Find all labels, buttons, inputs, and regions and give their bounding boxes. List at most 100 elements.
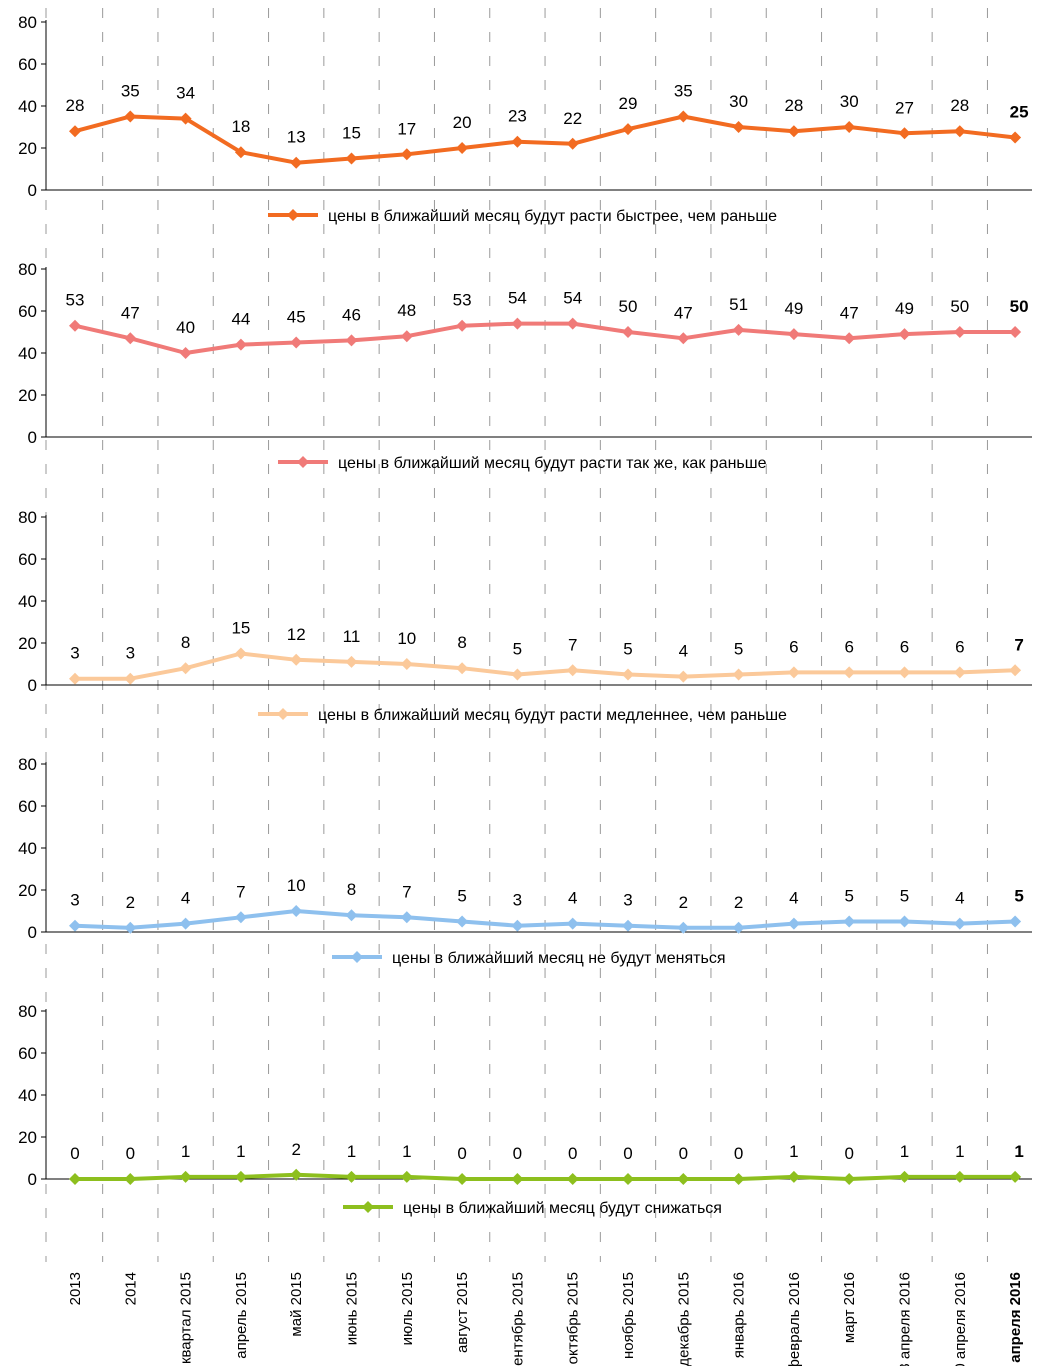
data-label: 28 <box>784 96 803 115</box>
data-point <box>69 1173 81 1185</box>
data-point <box>732 921 745 934</box>
data-label: 3 <box>126 644 135 663</box>
legend-swatch-marker <box>351 951 363 963</box>
data-label: 7 <box>1014 635 1023 654</box>
data-label: 6 <box>844 637 853 656</box>
x-tick-label: октябрь 2015 <box>565 1272 582 1364</box>
data-label: 1 <box>900 1142 909 1161</box>
data-point <box>787 666 800 679</box>
legend-swatch-marker <box>277 708 289 720</box>
data-label: 35 <box>121 82 140 101</box>
data-point <box>566 317 579 330</box>
y-tick-label: 60 <box>18 302 37 321</box>
data-label: 7 <box>568 635 577 654</box>
data-label: 1 <box>347 1142 356 1161</box>
data-label: 50 <box>1010 297 1029 316</box>
series-line <box>74 909 1016 930</box>
data-label: 53 <box>453 291 472 310</box>
legend-label: цены в ближайший месяц будут расти быстр… <box>328 208 777 225</box>
x-tick-label: июль 2015 <box>399 1272 416 1345</box>
x-tick-label: 17 апреля 2016 <box>1007 1272 1024 1366</box>
data-point <box>787 125 800 138</box>
legend-label: цены в ближайший месяц будут снижаться <box>403 1200 722 1217</box>
data-point <box>787 917 800 930</box>
data-point <box>234 911 247 924</box>
x-tick-label: январь 2016 <box>731 1272 748 1358</box>
data-point <box>456 142 469 154</box>
data-point <box>953 1170 966 1183</box>
data-label: 0 <box>734 1144 743 1163</box>
data-label: 5 <box>513 640 522 659</box>
data-point <box>179 112 192 125</box>
data-label: 3 <box>513 891 522 910</box>
chart-panel-4: 0 20 40 60 80 3 2 4 7 10 8 7 5 3 4 3 2 2 4 5 5 4 5 цены в ближа… <box>18 755 1032 967</box>
y-tick-label: 80 <box>18 260 37 279</box>
y-tick-label: 60 <box>18 55 37 74</box>
x-tick-label: март 2016 <box>841 1272 858 1343</box>
data-point <box>69 125 81 138</box>
data-point <box>456 1173 469 1185</box>
data-label: 34 <box>176 84 195 103</box>
data-label: 0 <box>844 1144 853 1163</box>
data-label: 2 <box>126 893 135 912</box>
data-label: 40 <box>176 318 195 337</box>
data-label: 47 <box>121 303 140 322</box>
y-tick-label: 0 <box>28 923 37 942</box>
data-label: 0 <box>679 1144 688 1163</box>
y-tick-label: 0 <box>28 676 37 695</box>
data-point <box>843 332 856 345</box>
legend: цены в ближайший месяц будут расти быстр… <box>268 208 777 225</box>
data-label: 0 <box>568 1144 577 1163</box>
data-point <box>787 328 800 341</box>
data-label: 5 <box>734 640 743 659</box>
y-tick-label: 40 <box>18 1086 37 1105</box>
data-label: 0 <box>457 1144 466 1163</box>
data-label: 1 <box>402 1142 411 1161</box>
data-label: 10 <box>397 629 416 648</box>
data-label: 47 <box>674 303 693 322</box>
data-label: 1 <box>181 1142 190 1161</box>
data-label: 27 <box>895 98 914 117</box>
data-point <box>677 332 690 345</box>
data-point <box>179 917 192 930</box>
chart-panel-5: 0 20 40 60 80 0 0 1 1 2 1 1 0 0 0 0 0 0 1 0 1 1 1 цены в ближай… <box>18 1002 1032 1217</box>
data-point <box>843 915 856 928</box>
data-label: 6 <box>900 637 909 656</box>
data-point <box>456 915 469 928</box>
data-point <box>677 1173 690 1185</box>
data-label: 3 <box>623 891 632 910</box>
data-label: 29 <box>619 94 638 113</box>
data-point <box>290 1168 303 1181</box>
y-tick-label: 20 <box>18 881 37 900</box>
data-label: 28 <box>950 96 969 115</box>
data-point <box>234 338 247 351</box>
data-point <box>124 110 137 123</box>
y-tick-label: 60 <box>18 550 37 569</box>
data-label: 50 <box>950 297 969 316</box>
y-tick-label: 40 <box>18 592 37 611</box>
data-point <box>345 152 358 165</box>
data-label: 11 <box>343 627 361 646</box>
data-label: 5 <box>900 887 909 906</box>
data-point <box>843 1173 856 1185</box>
data-label: 22 <box>563 109 582 128</box>
data-label: 0 <box>70 1144 79 1163</box>
data-point <box>345 909 358 922</box>
data-point <box>400 330 413 343</box>
data-point <box>953 326 966 338</box>
data-point <box>345 1170 358 1183</box>
data-label: 5 <box>844 887 853 906</box>
data-label: 17 <box>397 119 416 138</box>
x-tick-label: 2014 <box>122 1272 139 1305</box>
y-tick-label: 20 <box>18 1128 37 1147</box>
data-point <box>1009 1170 1022 1183</box>
x-tick-label: апрель 2015 <box>233 1272 250 1359</box>
y-tick-label: 80 <box>18 755 37 774</box>
data-label: 4 <box>955 889 964 908</box>
data-point <box>234 1170 247 1183</box>
legend-swatch-marker <box>287 209 299 221</box>
y-tick-label: 20 <box>18 386 37 405</box>
data-point <box>898 915 911 928</box>
x-tick-label: сентябрь 2015 <box>509 1272 526 1366</box>
data-point <box>898 127 911 140</box>
